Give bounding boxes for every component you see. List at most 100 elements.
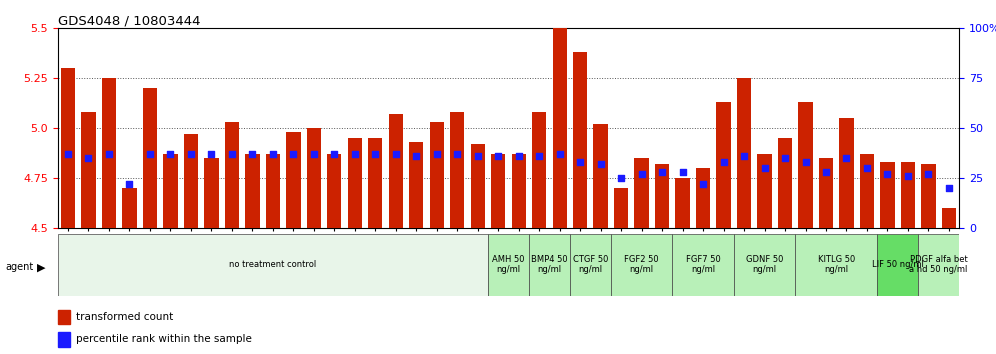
Bar: [142, 88, 157, 228]
Bar: [348, 138, 362, 228]
Point: [879, 171, 895, 177]
Point: [327, 152, 343, 157]
Point: [920, 171, 936, 177]
Point: [347, 152, 363, 157]
Bar: [799, 102, 813, 228]
Point: [101, 152, 117, 157]
Bar: [614, 188, 628, 228]
Bar: [388, 114, 403, 228]
Point: [224, 152, 240, 157]
Text: GDNF 50
ng/ml: GDNF 50 ng/ml: [746, 255, 783, 274]
Bar: [225, 122, 239, 228]
Point: [265, 152, 281, 157]
Text: FGF2 50
ng/ml: FGF2 50 ng/ml: [624, 255, 659, 274]
Point: [798, 160, 814, 165]
Point: [286, 152, 302, 157]
Text: no treatment control: no treatment control: [229, 260, 317, 269]
Bar: [553, 24, 567, 228]
Point: [859, 166, 874, 171]
Point: [306, 152, 322, 157]
Bar: [491, 154, 505, 228]
Bar: [123, 188, 136, 228]
Text: agent: agent: [5, 262, 33, 272]
Text: CTGF 50
ng/ml: CTGF 50 ng/ml: [573, 255, 609, 274]
Bar: [675, 178, 690, 228]
Point: [470, 154, 486, 159]
Point: [633, 171, 649, 177]
Text: KITLG 50
ng/ml: KITLG 50 ng/ml: [818, 255, 855, 274]
Point: [614, 176, 629, 181]
Bar: [266, 154, 280, 228]
FancyBboxPatch shape: [734, 234, 795, 296]
Point: [839, 155, 855, 161]
Bar: [58, 309, 71, 324]
Point: [162, 152, 178, 157]
Bar: [860, 154, 874, 228]
Bar: [840, 118, 854, 228]
Bar: [778, 138, 792, 228]
Point: [60, 152, 76, 157]
Bar: [245, 154, 260, 228]
Point: [449, 152, 465, 157]
FancyBboxPatch shape: [488, 234, 529, 296]
Point: [674, 170, 690, 175]
FancyBboxPatch shape: [529, 234, 570, 296]
Text: LIF 50 ng/ml: LIF 50 ng/ml: [872, 260, 923, 269]
Text: GDS4048 / 10803444: GDS4048 / 10803444: [58, 14, 200, 27]
Point: [941, 185, 957, 191]
Point: [715, 160, 731, 165]
Point: [368, 152, 383, 157]
Bar: [594, 124, 608, 228]
FancyBboxPatch shape: [918, 234, 959, 296]
Point: [408, 154, 424, 159]
Bar: [900, 162, 915, 228]
FancyBboxPatch shape: [672, 234, 734, 296]
Bar: [512, 154, 526, 228]
Bar: [409, 142, 423, 228]
FancyBboxPatch shape: [795, 234, 877, 296]
Point: [203, 152, 219, 157]
Bar: [696, 169, 710, 228]
Point: [757, 166, 773, 171]
Bar: [58, 332, 71, 347]
Bar: [61, 68, 75, 228]
FancyBboxPatch shape: [877, 234, 918, 296]
Text: PDGF alfa bet
a hd 50 ng/ml: PDGF alfa bet a hd 50 ng/ml: [909, 255, 968, 274]
Bar: [102, 78, 117, 228]
Point: [593, 161, 609, 167]
FancyBboxPatch shape: [58, 234, 488, 296]
Bar: [470, 144, 485, 228]
Bar: [532, 112, 547, 228]
Bar: [286, 132, 301, 228]
Text: AMH 50
ng/ml: AMH 50 ng/ml: [492, 255, 525, 274]
Point: [572, 160, 588, 165]
Bar: [737, 78, 751, 228]
Bar: [921, 164, 935, 228]
Text: FGF7 50
ng/ml: FGF7 50 ng/ml: [685, 255, 720, 274]
Point: [490, 154, 506, 159]
Point: [818, 170, 834, 175]
Point: [900, 173, 916, 179]
Point: [183, 152, 199, 157]
Point: [81, 155, 97, 161]
Bar: [307, 129, 321, 228]
Bar: [634, 158, 648, 228]
Bar: [429, 122, 444, 228]
Bar: [942, 209, 956, 228]
Bar: [183, 134, 198, 228]
FancyBboxPatch shape: [611, 234, 672, 296]
Text: ▶: ▶: [37, 262, 46, 272]
Bar: [163, 154, 177, 228]
Point: [387, 152, 403, 157]
Point: [777, 155, 793, 161]
FancyBboxPatch shape: [570, 234, 611, 296]
Point: [654, 170, 670, 175]
Text: percentile rank within the sample: percentile rank within the sample: [76, 335, 252, 344]
Bar: [327, 154, 342, 228]
Bar: [819, 158, 834, 228]
Point: [552, 152, 568, 157]
Bar: [757, 154, 772, 228]
Bar: [204, 158, 218, 228]
Point: [244, 152, 260, 157]
Bar: [880, 162, 894, 228]
